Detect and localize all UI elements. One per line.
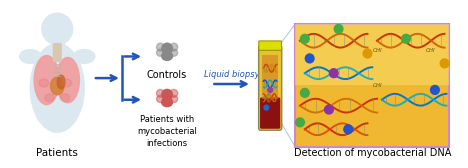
Ellipse shape [73,50,95,63]
Circle shape [162,89,172,100]
Circle shape [363,49,372,58]
Ellipse shape [162,98,173,107]
Ellipse shape [156,95,164,102]
Circle shape [344,125,352,134]
Circle shape [440,59,449,68]
Circle shape [300,88,309,97]
Ellipse shape [39,79,49,87]
FancyBboxPatch shape [295,24,449,86]
Circle shape [170,89,178,97]
Circle shape [305,54,314,63]
Ellipse shape [62,79,72,87]
Text: Liquid biopsy: Liquid biopsy [204,70,259,79]
Text: CHI: CHI [425,48,435,53]
Circle shape [264,105,269,110]
Text: CHI: CHI [372,83,382,89]
Text: Patients with
mycobacterial
infections: Patients with mycobacterial infections [137,115,197,148]
Circle shape [325,105,333,114]
Ellipse shape [20,50,41,63]
Ellipse shape [56,57,80,103]
Circle shape [431,86,439,94]
Ellipse shape [60,94,70,102]
Circle shape [170,43,178,51]
Circle shape [296,118,304,127]
Ellipse shape [162,52,173,60]
Ellipse shape [51,77,64,95]
FancyBboxPatch shape [260,97,280,129]
Circle shape [334,25,343,33]
FancyBboxPatch shape [53,44,61,61]
Ellipse shape [57,75,65,89]
Circle shape [156,43,164,51]
FancyBboxPatch shape [259,41,282,50]
Text: CHI: CHI [372,48,382,53]
Bar [263,55,278,99]
Bar [51,31,64,51]
Circle shape [329,69,338,78]
Ellipse shape [156,49,164,56]
Circle shape [156,89,164,97]
Circle shape [402,34,410,43]
Ellipse shape [34,55,59,105]
Circle shape [42,13,73,45]
Text: Controls: Controls [147,70,187,80]
Circle shape [162,43,172,54]
Text: Detection of mycobacterial DNA: Detection of mycobacterial DNA [293,148,451,158]
FancyBboxPatch shape [127,112,213,157]
Ellipse shape [30,44,84,132]
Circle shape [268,87,272,92]
Ellipse shape [170,95,178,102]
Circle shape [300,34,309,43]
Text: Patients: Patients [37,148,78,158]
Ellipse shape [170,49,178,56]
FancyBboxPatch shape [295,24,449,147]
FancyBboxPatch shape [259,46,282,130]
Ellipse shape [45,94,54,102]
